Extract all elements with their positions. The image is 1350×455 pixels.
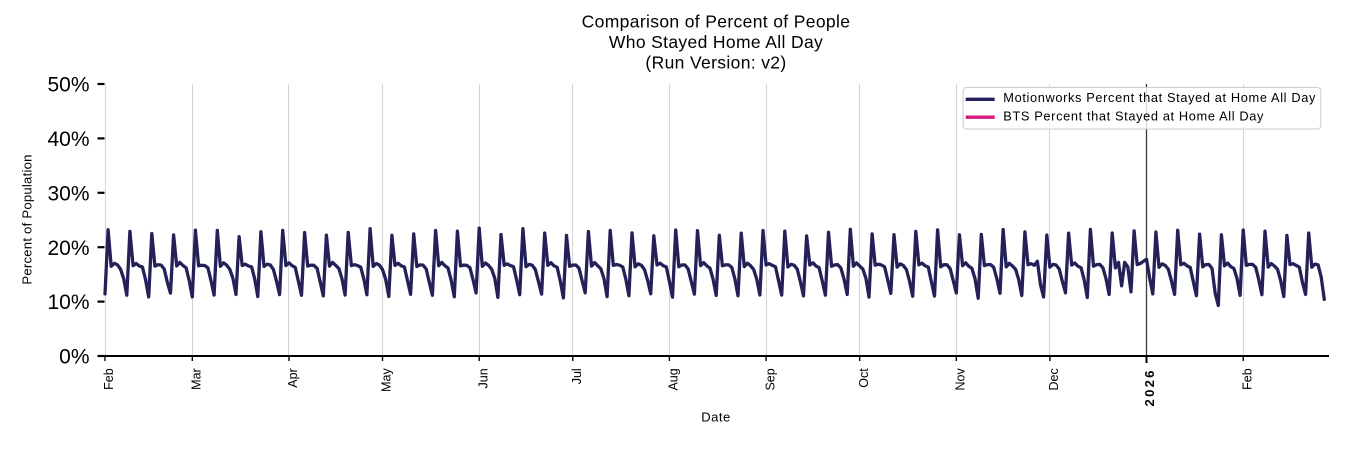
svg-text:Oct: Oct [857,368,871,388]
svg-text:2026: 2026 [1142,368,1157,406]
svg-text:10%: 10% [47,291,89,314]
svg-text:May: May [380,368,394,392]
svg-text:Dec: Dec [1047,368,1061,390]
svg-text:Comparison of Percent of Peopl: Comparison of Percent of People [582,12,851,32]
svg-text:Jun: Jun [476,368,490,388]
svg-text:Who Stayed Home All Day: Who Stayed Home All Day [609,32,823,52]
svg-text:Nov: Nov [954,368,968,391]
svg-text:BTS Percent that Stayed at Hom: BTS Percent that Stayed at Home All Day [1003,108,1264,123]
svg-text:Feb: Feb [102,368,116,390]
svg-text:50%: 50% [47,74,89,97]
svg-text:40%: 40% [47,128,89,151]
svg-text:Date: Date [701,410,730,425]
svg-text:(Run Version: v2): (Run Version: v2) [645,52,786,72]
svg-text:Feb: Feb [1240,368,1254,390]
svg-text:Aug: Aug [667,368,681,390]
svg-text:Apr: Apr [286,368,300,387]
svg-text:Percent of Population: Percent of Population [20,154,35,284]
svg-text:0%: 0% [59,346,89,369]
svg-text:30%: 30% [47,182,89,205]
svg-text:Jul: Jul [570,368,584,384]
svg-text:Sep: Sep [763,368,777,390]
svg-text:Motionworks Percent that Staye: Motionworks Percent that Stayed at Home … [1003,90,1316,105]
svg-text:20%: 20% [47,237,89,260]
svg-text:Mar: Mar [190,368,204,390]
